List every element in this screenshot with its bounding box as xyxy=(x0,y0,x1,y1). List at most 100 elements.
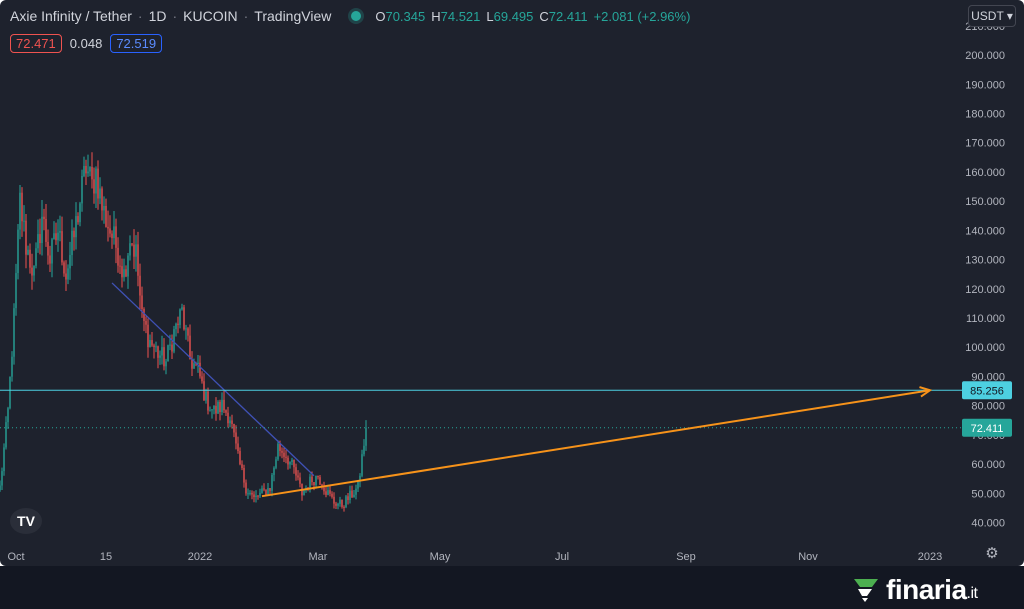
candle-body xyxy=(33,265,35,276)
candle-body xyxy=(205,391,207,401)
downtrend-line xyxy=(111,282,315,477)
candle-body xyxy=(145,320,147,325)
candle-body xyxy=(215,405,217,414)
candle-body xyxy=(275,459,277,468)
candle-body xyxy=(361,454,363,476)
candle-body xyxy=(235,432,237,444)
candle-body xyxy=(249,492,251,494)
candle-body xyxy=(81,175,83,204)
candle-body xyxy=(209,410,211,412)
candle-body xyxy=(299,477,301,484)
open-value: 70.345 xyxy=(385,8,426,24)
last-price-label: 72.411 xyxy=(971,423,1004,435)
y-tick-label: 60.000 xyxy=(971,459,1005,471)
candle-body xyxy=(65,273,67,280)
candle-body xyxy=(329,490,331,494)
y-tick-label: 200.000 xyxy=(965,50,1005,62)
candle-body xyxy=(237,443,239,451)
candle-body xyxy=(203,381,205,401)
candle-body xyxy=(289,461,291,465)
chart-panel[interactable]: 40.00050.00060.00070.00080.00090.000100.… xyxy=(0,0,1024,566)
gear-icon[interactable]: ⚙ xyxy=(985,545,999,562)
candle-body xyxy=(137,244,139,276)
low-value: 69.495 xyxy=(493,8,534,24)
y-tick-label: 140.000 xyxy=(965,225,1005,237)
candle-body xyxy=(287,457,289,465)
symbol-title[interactable]: Axie Infinity / Tether xyxy=(10,8,132,24)
candle-body xyxy=(21,192,23,222)
x-tick-label: Nov xyxy=(798,551,818,563)
tradingview-logo-icon[interactable]: TV xyxy=(10,508,42,534)
candle-body xyxy=(351,490,353,498)
candle-body xyxy=(357,481,359,489)
y-tick-label: 100.000 xyxy=(965,342,1005,354)
y-tick-label: 80.000 xyxy=(971,401,1005,413)
candle-body xyxy=(13,308,15,357)
candle-body xyxy=(227,412,229,424)
candle-body xyxy=(337,503,339,506)
y-tick-label: 150.000 xyxy=(965,196,1005,208)
interval-label[interactable]: 1D xyxy=(148,8,167,24)
candle-body xyxy=(207,391,209,411)
candle-body xyxy=(343,506,345,508)
high-value: 74.521 xyxy=(440,8,481,24)
candle-body xyxy=(183,307,185,330)
low-key: L xyxy=(486,8,494,24)
finaria-brand: finaria .it xyxy=(852,574,978,606)
price-chart[interactable]: 40.00050.00060.00070.00080.00090.000100.… xyxy=(0,0,1024,566)
candle-body xyxy=(103,205,105,211)
candle-body xyxy=(129,243,131,256)
candle-body xyxy=(57,232,59,241)
candle-body xyxy=(293,459,295,468)
candle-body xyxy=(155,346,157,348)
candle-body xyxy=(157,346,159,358)
candle-body xyxy=(179,309,181,325)
y-tick-label: 190.000 xyxy=(965,79,1005,91)
candle-body xyxy=(83,165,85,176)
candle-body xyxy=(239,450,241,465)
y-tick-label: 180.000 xyxy=(965,108,1005,120)
candle-body xyxy=(201,376,203,382)
candle-body xyxy=(297,475,299,478)
candle-body xyxy=(349,490,351,500)
y-tick-label: 90.000 xyxy=(971,371,1005,383)
candle-body xyxy=(327,490,329,495)
candle-body xyxy=(119,265,121,267)
candle-body xyxy=(363,445,365,455)
currency-selector[interactable]: USDT ▾ xyxy=(968,5,1016,27)
candle-body xyxy=(281,450,283,453)
candle-body xyxy=(1,471,3,486)
candle-body xyxy=(259,492,261,497)
candle-body xyxy=(291,459,293,462)
candle-body xyxy=(267,488,269,495)
buy-price-button[interactable]: 72.519 xyxy=(110,34,163,53)
source-label: TradingView xyxy=(254,8,332,24)
candle-body xyxy=(9,376,11,409)
candle-body xyxy=(121,266,123,278)
candle-body xyxy=(309,476,311,490)
candle-body xyxy=(177,323,179,325)
candle-body xyxy=(0,485,1,491)
projection-arrow-line xyxy=(261,389,931,498)
candle-body xyxy=(63,262,65,274)
candle-body xyxy=(269,488,271,491)
candle-body xyxy=(341,499,343,507)
candle-body xyxy=(211,409,213,411)
finaria-logo-icon xyxy=(854,579,878,602)
y-tick-label: 110.000 xyxy=(966,313,1005,325)
resistance-price-label: 85.256 xyxy=(970,385,1004,397)
candle-body xyxy=(123,269,125,278)
sell-price-button[interactable]: 72.471 xyxy=(10,34,62,53)
candle-body xyxy=(317,475,319,478)
candle-body xyxy=(93,179,95,194)
candle-body xyxy=(67,268,69,280)
candle-body xyxy=(311,476,313,483)
candle-body xyxy=(175,323,177,330)
close-value: 72.411 xyxy=(548,8,588,24)
currency-label: USDT xyxy=(971,9,1004,23)
candle-body xyxy=(221,399,223,413)
candle-body xyxy=(271,474,273,491)
candle-body xyxy=(199,362,201,377)
x-tick-label: Oct xyxy=(7,551,24,563)
